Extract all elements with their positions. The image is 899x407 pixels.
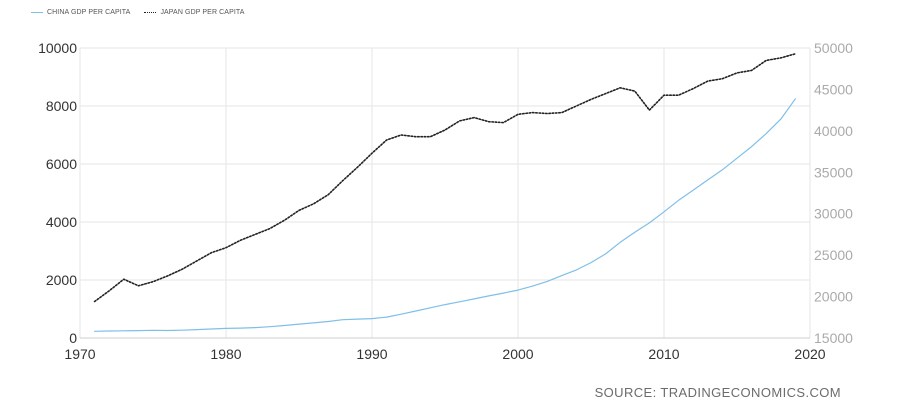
y-left-tick-label: 8000 bbox=[46, 98, 77, 114]
y-right-tick-label: 40000 bbox=[814, 123, 853, 139]
legend-item-japan[interactable]: JAPAN GDP PER CAPITA bbox=[144, 9, 244, 16]
x-tick-label: 1980 bbox=[210, 346, 241, 362]
y-right-tick-label: 35000 bbox=[814, 164, 853, 180]
y-left-tick-label: 4000 bbox=[46, 214, 77, 230]
x-tick-label: 2000 bbox=[502, 346, 533, 362]
x-tick-label: 1990 bbox=[356, 346, 387, 362]
x-tick-label: 2020 bbox=[794, 346, 825, 362]
gridlines bbox=[79, 47, 811, 339]
y-left-tick-label: 6000 bbox=[46, 156, 77, 172]
source-credit[interactable]: SOURCE: TRADINGECONOMICS.COM bbox=[594, 385, 841, 400]
series-lines bbox=[93, 52, 797, 332]
china-gdp-line[interactable] bbox=[93, 98, 797, 332]
axis-labels: 0 2000 4000 6000 8000 10000 15000 20000 25000 300… bbox=[38, 40, 853, 362]
x-tick-label: 2010 bbox=[648, 346, 679, 362]
y-left-tick-label: 10000 bbox=[38, 40, 77, 56]
legend-item-china[interactable]: CHINA GDP PER CAPITA bbox=[31, 9, 130, 16]
y-right-tick-label: 20000 bbox=[814, 289, 853, 305]
y-right-tick-label: 25000 bbox=[814, 247, 853, 263]
legend-swatch-china bbox=[31, 12, 43, 13]
y-left-tick-label: 2000 bbox=[46, 272, 77, 288]
y-right-tick-label: 15000 bbox=[814, 330, 853, 346]
y-left-tick-label: 0 bbox=[69, 330, 77, 346]
legend-label-china: CHINA GDP PER CAPITA bbox=[47, 9, 131, 16]
y-right-tick-label: 30000 bbox=[814, 206, 853, 222]
y-right-tick-label: 50000 bbox=[814, 40, 853, 56]
legend-label-japan: JAPAN GDP PER CAPITA bbox=[160, 9, 245, 16]
x-tick-label: 1970 bbox=[64, 346, 95, 362]
chart-legend: CHINA GDP PER CAPITA JAPAN GDP PER CAPIT… bbox=[31, 9, 259, 16]
japan-gdp-line[interactable] bbox=[93, 52, 797, 303]
y-right-tick-label: 45000 bbox=[814, 81, 853, 97]
legend-swatch-japan bbox=[144, 12, 157, 13]
